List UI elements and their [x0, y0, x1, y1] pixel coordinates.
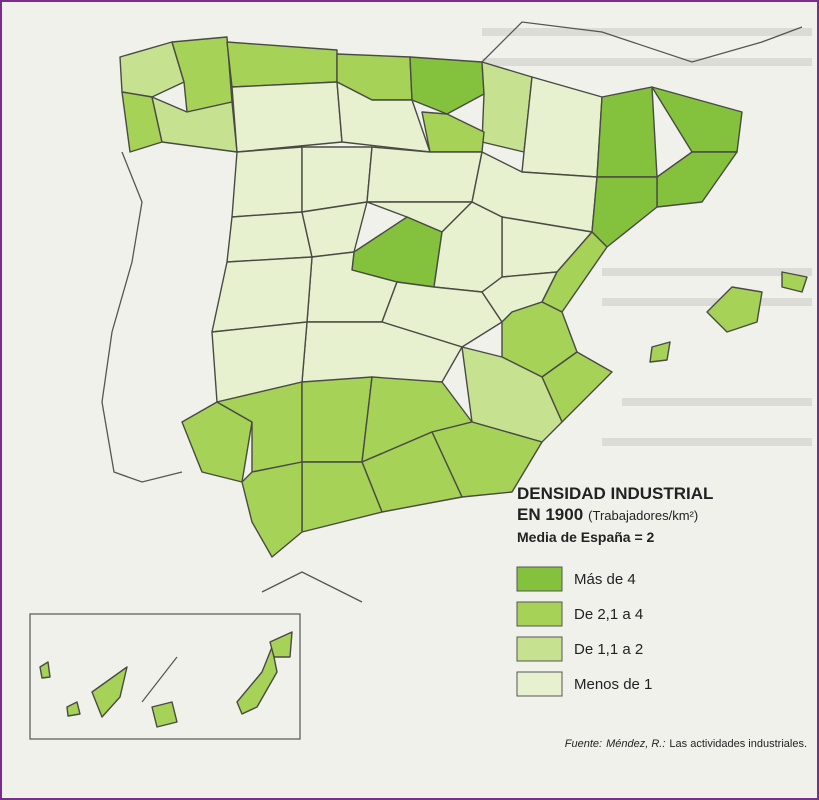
source-work: Las actividades industriales. [669, 738, 807, 750]
province [596, 86, 658, 178]
africa-outline [261, 571, 363, 603]
province [781, 271, 808, 293]
province [39, 661, 51, 679]
province [301, 376, 373, 463]
legend-label: Menos de 1 [574, 676, 652, 693]
province [226, 41, 338, 88]
province [231, 81, 343, 153]
province [211, 256, 313, 333]
province [336, 81, 431, 153]
province [481, 61, 533, 153]
source-author: Méndez, R.: [606, 738, 665, 750]
legend-label: De 2,1 a 4 [574, 606, 643, 623]
province [241, 461, 303, 558]
legend-label: De 1,1 a 2 [574, 641, 643, 658]
province [301, 201, 368, 258]
legend-swatch [516, 636, 563, 662]
province [366, 146, 483, 203]
province [649, 341, 671, 363]
province [226, 211, 313, 263]
portugal-outline [101, 151, 183, 483]
province [591, 176, 658, 248]
province [421, 111, 485, 153]
legend-swatch [516, 671, 563, 697]
legend-subtitle: EN 1900 (Trabajadores/km²) [517, 505, 698, 524]
source-prefix: Fuente: [565, 738, 602, 750]
province [706, 286, 763, 333]
france-outline [481, 21, 803, 63]
canarias-inset [29, 613, 301, 740]
legend-label: Más de 4 [574, 571, 636, 588]
province [656, 151, 738, 208]
source: Fuente: Méndez, R.: Las actividades indust… [565, 738, 807, 750]
legend-swatch [516, 601, 563, 627]
canarias [39, 631, 293, 728]
inset-divider [141, 656, 178, 703]
province [119, 41, 185, 98]
legend: Más de 4 De 2,1 a 4 De 1,1 a 2 Menos de 1 [516, 566, 652, 697]
province [231, 146, 303, 218]
legend-title: DENSIDAD INDUSTRIAL [517, 484, 713, 503]
province [541, 231, 608, 313]
province [409, 56, 485, 115]
province [521, 76, 603, 178]
provinces [119, 36, 808, 558]
legend-unit: (Trabajadores/km²) [588, 508, 698, 523]
province [651, 86, 743, 153]
background-text [482, 28, 812, 446]
province [151, 701, 178, 728]
province [181, 401, 253, 483]
province [269, 631, 293, 658]
province [91, 666, 128, 718]
province [236, 646, 278, 715]
legend-swatch [516, 566, 563, 592]
legend-year: EN 1900 [517, 505, 583, 524]
legend-average: Media de España = 2 [517, 529, 655, 545]
province [66, 701, 81, 717]
